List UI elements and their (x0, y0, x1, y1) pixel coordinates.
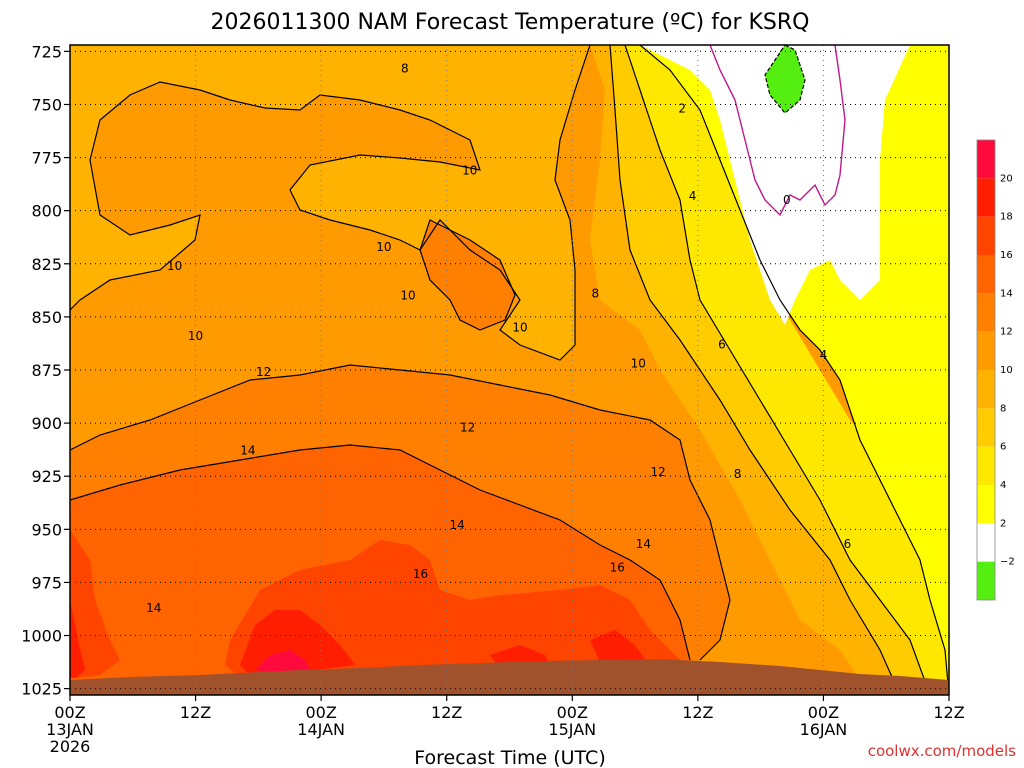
contour-label: 12 (650, 465, 665, 479)
contour-label: 8 (734, 467, 742, 481)
x-tick-label: 00Z (305, 703, 336, 722)
contour-label: 10 (376, 240, 391, 254)
contour-label: 6 (844, 537, 852, 551)
colorbar-segment (977, 293, 995, 332)
y-axis: 725 750 775 800 825 850 875 900 925 950 975 1000 102… (21, 42, 70, 699)
y-tick-label: 1025 (21, 680, 62, 699)
y-tick-label: 850 (31, 308, 62, 327)
y-tick-label: 725 (31, 42, 62, 61)
contour-label: 12 (460, 420, 475, 434)
band-below-neg2 (765, 45, 805, 113)
colorbar-segment (977, 178, 995, 217)
y-tick-label: 950 (31, 520, 62, 539)
band-18-20 (70, 600, 645, 678)
x-tick-label: 00Z (808, 703, 839, 722)
contour-label: 14 (146, 601, 161, 615)
x-tick-label: 12Z (933, 703, 964, 722)
colorbar-segment (977, 140, 995, 179)
colorbar-segment (977, 255, 995, 294)
colorbar-label: 20 (1000, 173, 1013, 184)
contour-label: 8 (401, 61, 409, 75)
band-4-6 (625, 45, 949, 695)
colorbar-segment (977, 331, 995, 370)
contour-label: 10 (631, 357, 646, 371)
x-tick-label: 12Z (431, 703, 462, 722)
y-tick-label: 825 (31, 255, 62, 274)
colorbar-segment (977, 408, 995, 447)
y-tick-label: 975 (31, 573, 62, 592)
y-tick-label: 750 (31, 95, 62, 114)
x-tick-label: 16JAN (800, 720, 848, 739)
y-tick-label: 800 (31, 202, 62, 221)
contour-label: 10 (188, 329, 203, 343)
contour-label: 8 (591, 287, 599, 301)
colorbar-label: 16 (1000, 250, 1013, 261)
contour-label: 10 (400, 289, 415, 303)
band-20-plus (255, 650, 310, 673)
plot-area (70, 45, 949, 695)
x-tick-label: 13JAN (46, 720, 94, 739)
contour-label: 14 (240, 444, 255, 458)
contour-lines (70, 45, 949, 695)
colorbar-label: 12 (1000, 327, 1013, 338)
contour-label: 10 (462, 163, 477, 177)
credit-link[interactable]: coolwx.com/models (868, 742, 1016, 760)
contour-label: 10 (512, 321, 527, 335)
colorbar-label: −2 (1000, 557, 1015, 568)
y-tick-label: 875 (31, 361, 62, 380)
band-neg2-2 (640, 45, 910, 325)
colorbar-frame (976, 139, 996, 601)
band-8-10 (70, 45, 590, 360)
colorbar-segment (977, 523, 995, 562)
x-tick-label: 00Z (557, 703, 588, 722)
band-12-14-island (420, 220, 515, 330)
contour-label: 2 (678, 102, 686, 116)
x-tick-label: 2026 (50, 737, 91, 756)
colorbar-segment (977, 216, 995, 255)
x-axis-label: Forecast Time (UTC) (414, 747, 605, 768)
contour-label: 4 (689, 189, 697, 203)
colorbar-segment (977, 561, 995, 600)
y-tick-label: 900 (31, 414, 62, 433)
contour-zero (709, 45, 846, 217)
colorbar-label: 8 (1000, 403, 1006, 414)
x-tick-label: 00Z (54, 703, 85, 722)
contour-label: 12 (256, 365, 271, 379)
colorbar-label: 18 (1000, 212, 1013, 223)
colorbar-label: 2 (1000, 518, 1006, 529)
contour-labels: 8 2 10 4 0 10 10 10 8 10 10 6 4 10 12 12 14 12 8 14 14 6 16 16 1… (146, 61, 851, 615)
contour-label: 16 (610, 561, 625, 575)
contour-label: 14 (450, 518, 465, 532)
colorbar-label: 6 (1000, 442, 1006, 453)
colorbar: 20 18 16 14 12 10 8 6 4 2 −2 (976, 139, 1015, 601)
colorbar-segment (977, 446, 995, 485)
colorbar-segment (977, 485, 995, 524)
contour-label: 10 (167, 259, 182, 273)
x-tick-label: 15JAN (548, 720, 596, 739)
x-tick-label: 14JAN (297, 720, 345, 739)
colorbar-label: 4 (1000, 480, 1006, 491)
contour-label: 4 (820, 348, 828, 362)
x-tick-label: 12Z (180, 703, 211, 722)
colorbar-label: 14 (1000, 288, 1013, 299)
band-16-18 (70, 530, 680, 678)
x-tick-label: 12Z (682, 703, 713, 722)
contour-label: 16 (413, 567, 428, 581)
colorbar-label: 10 (1000, 365, 1013, 376)
ground-strip (70, 659, 949, 695)
y-tick-label: 775 (31, 149, 62, 168)
chart-title: 2026011300 NAM Forecast Temperature (ºC)… (210, 10, 809, 35)
contour-label: 6 (718, 338, 726, 352)
contour-label: 0 (783, 193, 791, 207)
contour-label: 14 (636, 537, 651, 551)
colorbar-segment (977, 370, 995, 409)
y-tick-label: 1000 (21, 627, 62, 646)
y-tick-label: 925 (31, 467, 62, 486)
